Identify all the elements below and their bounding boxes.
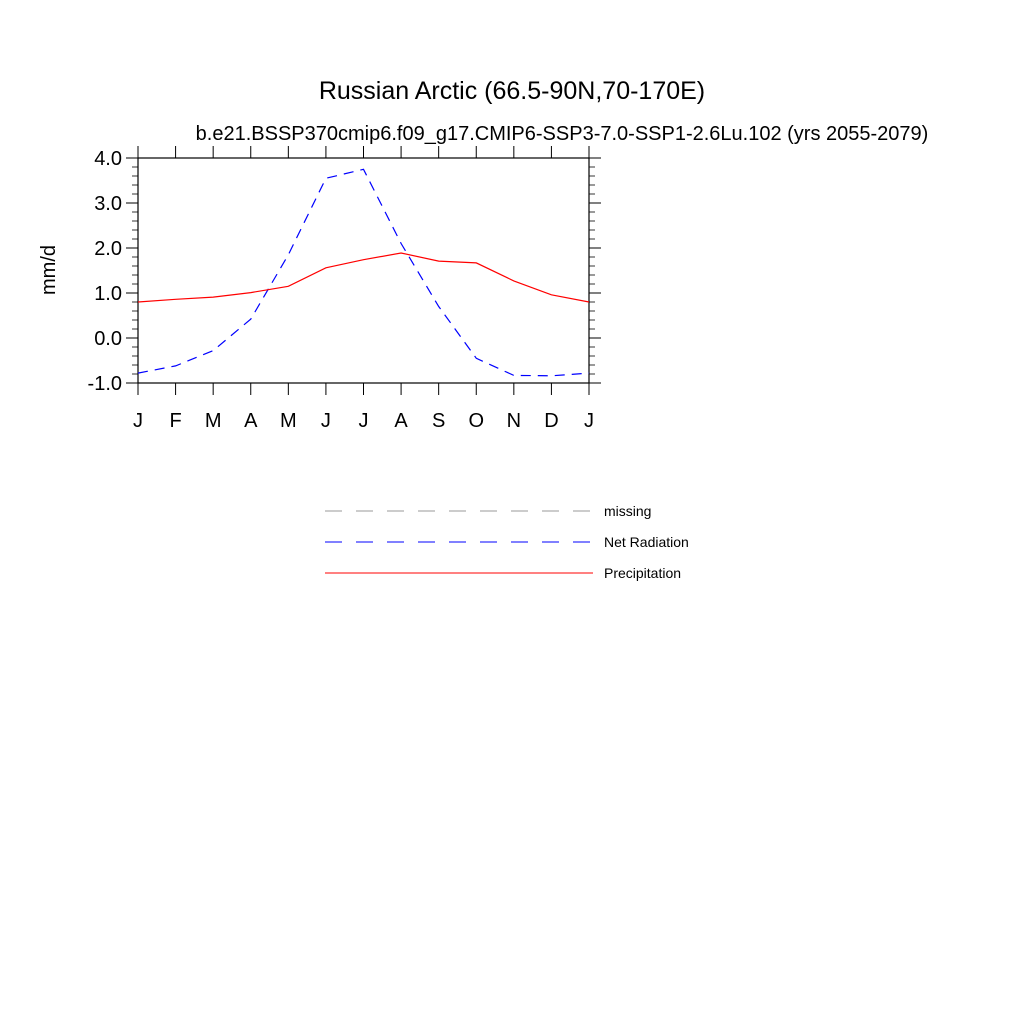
y-tick-label: 1.0 (94, 283, 122, 305)
x-tick-label: N (507, 410, 521, 432)
plot-frame (137, 157, 590, 384)
y-tick-label: 0.0 (94, 328, 122, 350)
x-tick-label: M (205, 410, 222, 432)
x-tick-label: J (359, 410, 369, 432)
chart-title: Russian Arctic (66.5-90N,70-170E) (319, 77, 705, 105)
series-line-net-radiation (137, 168, 590, 377)
y-tick-label: 3.0 (94, 193, 122, 215)
x-tick-label: J (321, 410, 331, 432)
legend-label-precipitation: Precipitation (604, 565, 681, 581)
y-axis-label: mm/d (38, 245, 60, 295)
x-tick-label: S (432, 410, 445, 432)
y-tick-label: 2.0 (94, 238, 122, 260)
y-tick-label: -1.0 (88, 373, 122, 395)
y-tick-label: 4.0 (94, 148, 122, 170)
legend-label-net-radiation: Net Radiation (604, 534, 689, 550)
x-tick-label: O (468, 410, 484, 432)
x-tick-label: M (280, 410, 297, 432)
legend-label-missing: missing (604, 503, 651, 519)
chart-subtitle: b.e21.BSSP370cmip6.f09_g17.CMIP6-SSP3-7.… (196, 123, 929, 145)
plot-area: 4.03.02.01.00.0-1.0J F M A M J J A S O N D J (88, 146, 601, 432)
legend: missing Net Radiation Precipitation (325, 503, 689, 581)
x-tick-label: J (133, 410, 143, 432)
series-line-precipitation (137, 252, 590, 303)
x-tick-label: F (169, 410, 181, 432)
x-tick-label: J (584, 410, 594, 432)
x-tick-label: A (244, 410, 258, 432)
x-tick-label: A (394, 410, 408, 432)
x-tick-label: D (544, 410, 558, 432)
